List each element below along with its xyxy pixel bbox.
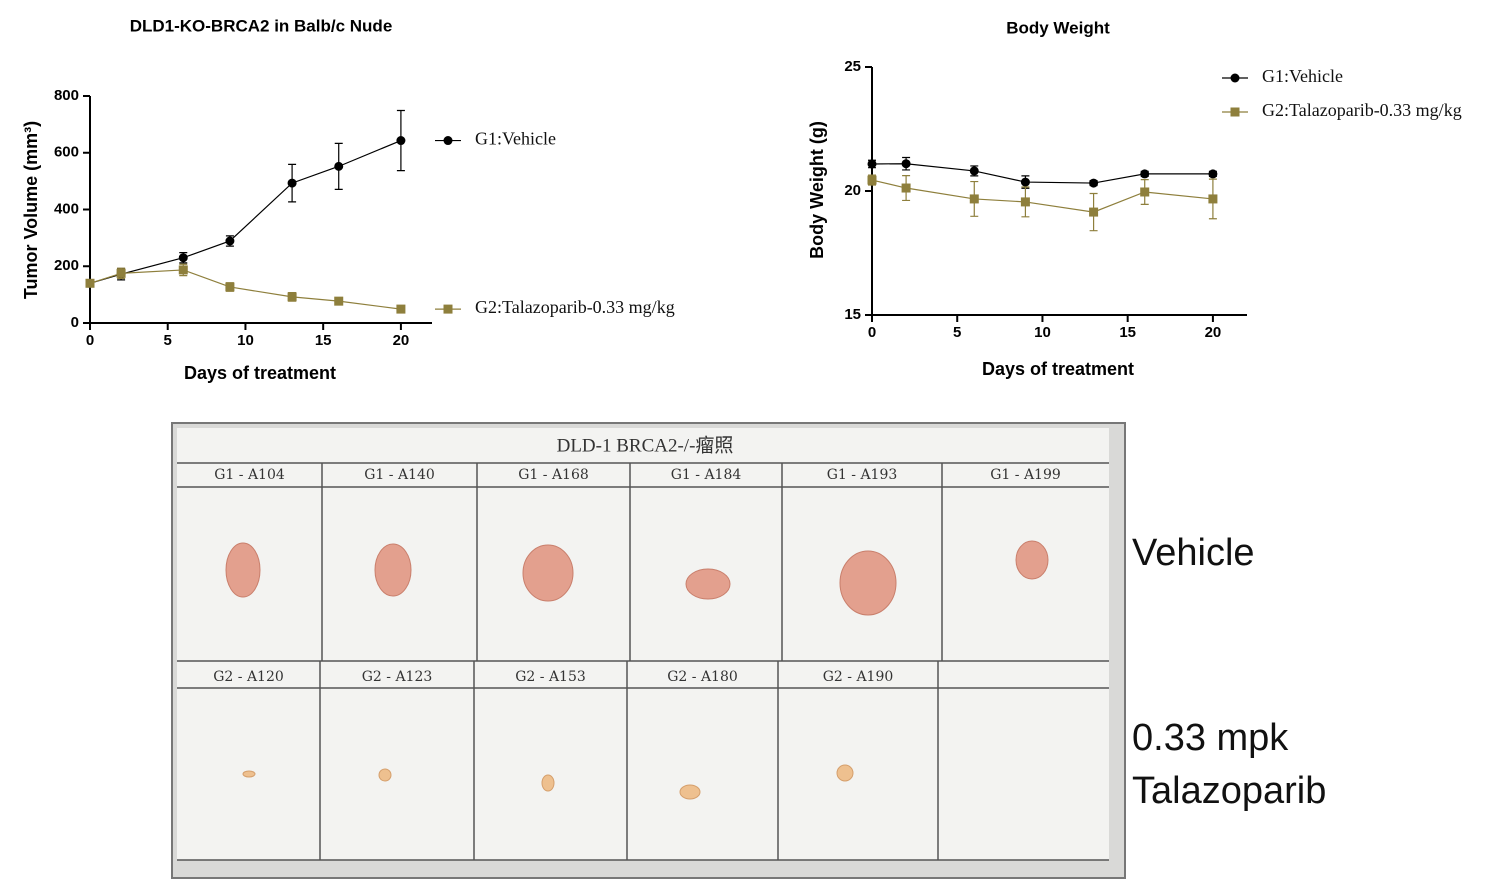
marker bbox=[1020, 177, 1030, 187]
legend-marker bbox=[1230, 73, 1240, 83]
x-tick-label: 5 bbox=[164, 332, 172, 349]
sample-label: G2 - A190 bbox=[823, 669, 894, 685]
marker bbox=[116, 268, 126, 278]
series-line bbox=[871, 163, 1213, 184]
marker bbox=[396, 304, 406, 314]
marker bbox=[178, 265, 188, 275]
marker bbox=[1140, 169, 1150, 179]
x-tick-label: 10 bbox=[1034, 324, 1051, 341]
series-line bbox=[89, 139, 402, 284]
y-tick-label: 200 bbox=[54, 257, 79, 274]
photo-title: DLD-1 BRCA2-/-瘤照 bbox=[557, 434, 734, 456]
chart-title: DLD1-KO-BRCA2 in Balb/c Nude bbox=[130, 16, 393, 35]
photo: DLD-1 BRCA2-/-瘤照 Vehicle 0.33 mpk Talazo… bbox=[171, 422, 1326, 879]
x-axis-label: Days of treatment bbox=[184, 363, 336, 383]
sample-label: G1 - A193 bbox=[827, 467, 898, 483]
sample-label: G1 - A168 bbox=[518, 467, 589, 483]
y-axis-label: Tumor Volume (mm³) bbox=[21, 121, 41, 299]
sample-label: G1 - A199 bbox=[990, 467, 1061, 483]
marker bbox=[901, 183, 911, 193]
marker bbox=[1020, 197, 1030, 207]
marker bbox=[1208, 194, 1218, 204]
legend-marker bbox=[443, 304, 453, 314]
y-tick-label: 25 bbox=[844, 58, 861, 75]
photo-grid bbox=[177, 462, 1109, 861]
legend-label: G2:Talazoparib-0.33 mg/kg bbox=[1262, 100, 1462, 120]
x-axis-label: Days of treatment bbox=[982, 359, 1134, 379]
marker bbox=[1208, 169, 1218, 179]
sample-label: G2 - A180 bbox=[667, 669, 738, 685]
tumors-treated bbox=[242, 764, 854, 800]
y-tick-label: 800 bbox=[54, 87, 79, 104]
sample-label: G2 - A120 bbox=[213, 669, 284, 685]
marker bbox=[969, 166, 979, 176]
y-tick-label: 0 bbox=[71, 314, 79, 331]
x-tick-label: 10 bbox=[237, 332, 254, 349]
marker bbox=[1089, 207, 1099, 217]
group-label: Talazoparib bbox=[1132, 770, 1326, 812]
marker bbox=[969, 194, 979, 204]
legend-marker bbox=[1230, 107, 1240, 117]
sample-label: G2 - A123 bbox=[362, 669, 433, 685]
marker bbox=[287, 178, 297, 188]
marker bbox=[901, 159, 911, 169]
marker bbox=[396, 136, 406, 146]
marker bbox=[867, 159, 877, 169]
marker bbox=[1140, 187, 1150, 197]
legend-label: G1:Vehicle bbox=[1262, 66, 1343, 86]
x-tick-label: 0 bbox=[868, 324, 876, 341]
sample-label: G1 - A104 bbox=[214, 467, 285, 483]
tumors-vehicle bbox=[225, 540, 1049, 616]
y-tick-label: 600 bbox=[54, 144, 79, 161]
marker bbox=[334, 161, 344, 171]
x-tick-label: 0 bbox=[86, 332, 94, 349]
series-line bbox=[871, 179, 1213, 213]
photo-paper bbox=[177, 428, 1109, 860]
x-tick-label: 20 bbox=[393, 332, 410, 349]
chart-title: Body Weight bbox=[1006, 18, 1110, 37]
x-tick-label: 20 bbox=[1205, 324, 1222, 341]
sample-label: G1 - A140 bbox=[364, 467, 435, 483]
legend-marker bbox=[443, 136, 453, 146]
marker bbox=[225, 236, 235, 246]
sample-label: G2 - A153 bbox=[515, 669, 586, 685]
y-tick-label: 20 bbox=[844, 182, 861, 199]
group-label: 0.33 mpk bbox=[1132, 717, 1289, 759]
marker bbox=[178, 253, 188, 263]
legend-label: G2:Talazoparib-0.33 mg/kg bbox=[475, 297, 675, 317]
legend-label: G1:Vehicle bbox=[475, 129, 556, 149]
marker bbox=[334, 296, 344, 306]
group-label: Vehicle bbox=[1132, 532, 1255, 574]
marker bbox=[287, 292, 297, 302]
marker bbox=[85, 278, 95, 288]
marker bbox=[1089, 178, 1099, 188]
x-tick-label: 5 bbox=[953, 324, 961, 341]
y-tick-label: 15 bbox=[844, 306, 861, 323]
series-line bbox=[89, 269, 401, 310]
marker bbox=[225, 282, 235, 292]
sample-label: G1 - A184 bbox=[671, 467, 742, 483]
x-tick-label: 15 bbox=[315, 332, 332, 349]
y-tick-label: 400 bbox=[54, 200, 79, 217]
y-axis-label: Body Weight (g) bbox=[807, 121, 827, 259]
marker bbox=[867, 175, 877, 185]
x-tick-label: 15 bbox=[1119, 324, 1136, 341]
